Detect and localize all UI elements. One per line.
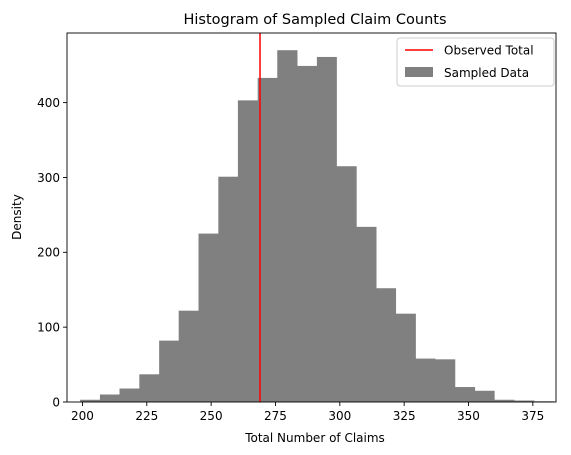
- histogram-bar: [494, 399, 515, 402]
- plot-frame: [66, 32, 557, 403]
- histogram-bar: [435, 359, 456, 402]
- histogram-bar: [159, 340, 180, 402]
- histogram-bar: [395, 313, 416, 402]
- histogram-bar: [316, 56, 337, 402]
- x-axis-label: Total Number of Claims: [244, 431, 385, 445]
- y-tick-label: 100: [37, 320, 60, 334]
- histogram-bar: [119, 388, 140, 402]
- x-tick-label: 275: [264, 409, 287, 423]
- y-tick-label: 0: [52, 395, 60, 409]
- histogram-bar: [474, 390, 495, 402]
- chart-title: Histogram of Sampled Claim Counts: [183, 12, 446, 28]
- x-tick-label: 200: [71, 409, 94, 423]
- legend-sampled-swatch: [405, 67, 433, 77]
- histogram-bar: [80, 399, 101, 402]
- histogram-bar: [277, 50, 298, 402]
- histogram-bar: [356, 226, 377, 402]
- x-tick-label: 300: [328, 409, 351, 423]
- y-tick-label: 400: [37, 96, 60, 110]
- x-tick-label: 225: [135, 409, 158, 423]
- histogram-bar: [336, 166, 357, 402]
- histogram-bars: [80, 50, 554, 403]
- legend-observed-label: Observed Total: [444, 44, 534, 58]
- histogram-bar: [415, 358, 436, 402]
- histogram-bar: [218, 176, 239, 402]
- histogram-bar: [297, 65, 318, 403]
- x-tick-label: 375: [521, 409, 544, 423]
- legend: Observed Total Sampled Data: [396, 37, 555, 87]
- histogram-bar: [237, 100, 259, 402]
- x-axis-ticks: 200 225 250 275 300 325 350 375: [71, 402, 544, 423]
- x-tick-label: 325: [393, 409, 416, 423]
- y-tick-label: 300: [37, 171, 60, 185]
- legend-box: [396, 37, 555, 87]
- y-axis-ticks: 0 100 200 300 400: [37, 96, 67, 409]
- x-tick-label: 250: [200, 409, 223, 423]
- histogram-bar: [257, 77, 278, 402]
- histogram-bar: [198, 233, 219, 402]
- histogram-bar: [139, 374, 160, 402]
- histogram-bar: [514, 400, 535, 402]
- x-tick-label: 350: [457, 409, 480, 423]
- y-tick-label: 200: [37, 246, 60, 260]
- y-axis-label: Density: [10, 194, 24, 240]
- axes: [66, 32, 557, 403]
- histogram-bar: [454, 387, 476, 402]
- histogram-bar: [99, 394, 120, 402]
- histogram-bar: [178, 310, 199, 402]
- legend-sampled-label: Sampled Data: [444, 66, 529, 80]
- histogram-bar: [376, 288, 397, 402]
